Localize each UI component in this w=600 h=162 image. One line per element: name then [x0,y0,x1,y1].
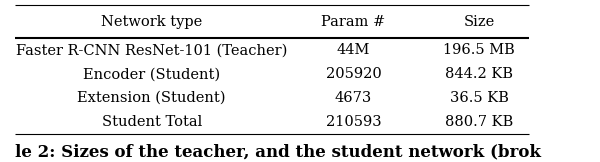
Text: Param #: Param # [322,15,386,29]
Text: le 2: Sizes of the teacher, and the student network (brok: le 2: Sizes of the teacher, and the stud… [16,143,541,160]
Text: 44M: 44M [337,43,370,57]
Text: 196.5 MB: 196.5 MB [443,43,515,57]
Text: Faster R-CNN ResNet-101 (Teacher): Faster R-CNN ResNet-101 (Teacher) [16,43,287,57]
Text: 880.7 KB: 880.7 KB [445,115,514,129]
Text: Student Total: Student Total [101,115,202,129]
Text: 210593: 210593 [326,115,382,129]
Text: Network type: Network type [101,15,202,29]
Text: Size: Size [464,15,495,29]
Text: 205920: 205920 [326,67,382,81]
Text: Encoder (Student): Encoder (Student) [83,67,220,81]
Text: 36.5 KB: 36.5 KB [450,91,509,105]
Text: 4673: 4673 [335,91,372,105]
Text: 844.2 KB: 844.2 KB [445,67,514,81]
Text: Extension (Student): Extension (Student) [77,91,226,105]
